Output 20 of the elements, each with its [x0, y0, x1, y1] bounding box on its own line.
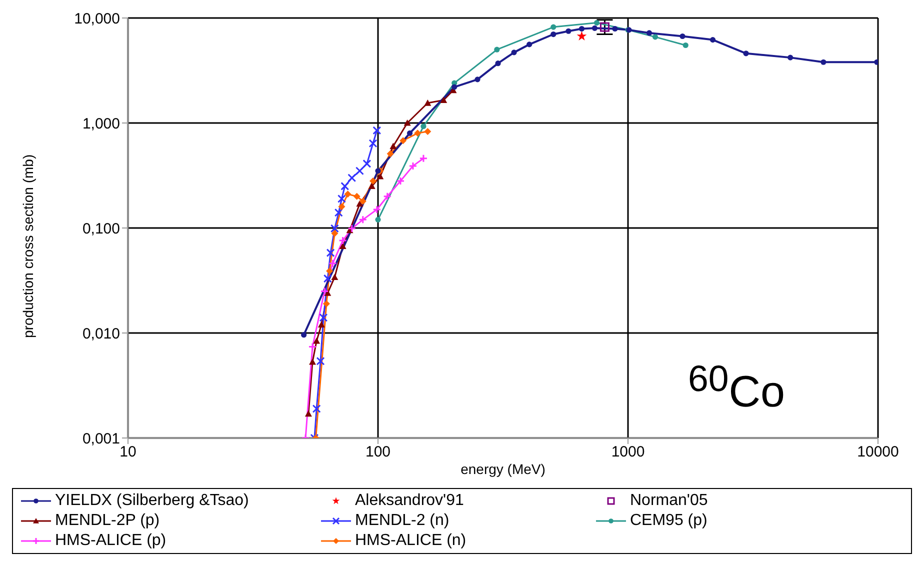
x-tick-label: 10000 [857, 444, 899, 461]
legend-label: HMS-ALICE (n) [355, 532, 466, 550]
y-tick-label: 1,000 [82, 115, 120, 132]
legend-label: YIELDX (Silberberg &Tsao) [55, 492, 249, 510]
y-tick-label: 0,001 [82, 430, 120, 448]
legend-label: HMS-ALICE (p) [55, 532, 166, 550]
legend-label: Aleksandrov'91 [355, 492, 464, 510]
y-tick-label: 0,100 [82, 220, 120, 238]
legend-label: MENDL-2P (p) [55, 512, 160, 530]
x-tick-label: 1000 [611, 444, 645, 461]
legend-label: MENDL-2 (n) [355, 512, 450, 530]
y-tick-label: 10,000 [74, 10, 120, 28]
x-tick-label: 10 [120, 444, 136, 461]
legend-label: CEM95 (p) [630, 512, 708, 530]
legend-label: Norman'05 [630, 492, 708, 510]
x-axis-title: energy (MeV) [460, 461, 546, 477]
y-axis-title: production cross section (mb) [20, 154, 36, 338]
y-tick-label: 0,010 [82, 325, 120, 342]
annotation: $^{60}$Co [688, 358, 786, 418]
x-tick-label: 100 [365, 444, 391, 461]
